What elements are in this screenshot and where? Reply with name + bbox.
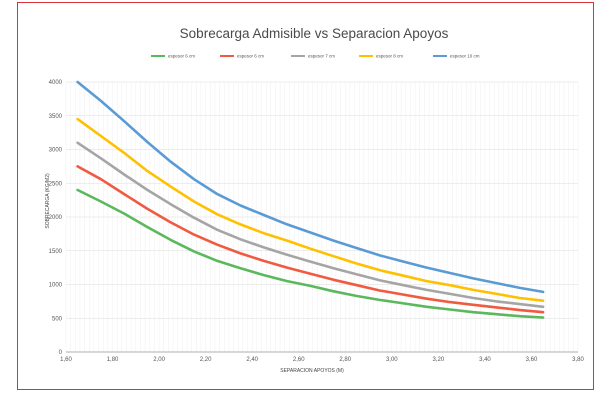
x-tick-label: 3,00 [386, 357, 398, 363]
y-tick-label: 0 [59, 350, 63, 356]
axes: 0 500 1000 1500 2000 2500 3000 3500 4000 1,60 1,80… [49, 80, 585, 363]
series-line [76, 188, 545, 319]
series-line [76, 141, 545, 309]
x-tick-label: 2,40 [246, 357, 258, 363]
series-line [76, 80, 545, 294]
x-tick-label: 1,80 [107, 357, 119, 363]
series-line [76, 117, 545, 303]
legend-label: espesor 6 cm [168, 54, 195, 59]
y-tick-label: 3000 [49, 148, 63, 154]
legend: espesor 6 cm espesor 6 cm espesor 7 cm espe… [151, 54, 480, 59]
y-tick-label: 500 [52, 316, 63, 322]
chart-svg: Sobrecarga Admisible vs Separacion Apoyo… [45, 26, 585, 374]
y-axis-title: SOBRECARGA (KG/M2) [45, 173, 51, 229]
x-tick-label: 2,60 [293, 357, 305, 363]
y-tick-label: 1500 [49, 249, 63, 255]
series-group [76, 80, 545, 319]
x-tick-label: 2,80 [339, 357, 351, 363]
legend-label: espesor 8 cm [376, 54, 403, 59]
x-tick-label: 3,80 [572, 357, 584, 363]
chart-area: Sobrecarga Admisible vs Separacion Apoyo… [38, 18, 591, 378]
x-tick-label: 1,60 [60, 357, 72, 363]
chart-title: Sobrecarga Admisible vs Separacion Apoyo… [180, 26, 449, 41]
series-line [76, 165, 545, 314]
x-tick-label: 3,40 [479, 357, 491, 363]
x-tick-label: 3,20 [433, 357, 445, 363]
grid [65, 81, 579, 353]
y-tick-label: 1000 [49, 283, 63, 289]
legend-label: espesor 7 cm [308, 54, 335, 59]
y-tick-label: 4000 [49, 80, 63, 86]
x-tick-label: 2,20 [200, 357, 212, 363]
y-tick-label: 3500 [49, 114, 63, 120]
x-tick-label: 3,60 [526, 357, 538, 363]
legend-label: espesor 10 cm [450, 54, 480, 59]
y-tick-label: 2000 [49, 215, 63, 221]
x-tick-label: 2,00 [153, 357, 165, 363]
y-tick-label: 2500 [49, 181, 63, 187]
x-axis-title: SEPARACION APOYOS (M) [280, 368, 344, 374]
legend-label: espesor 6 cm [237, 54, 264, 59]
